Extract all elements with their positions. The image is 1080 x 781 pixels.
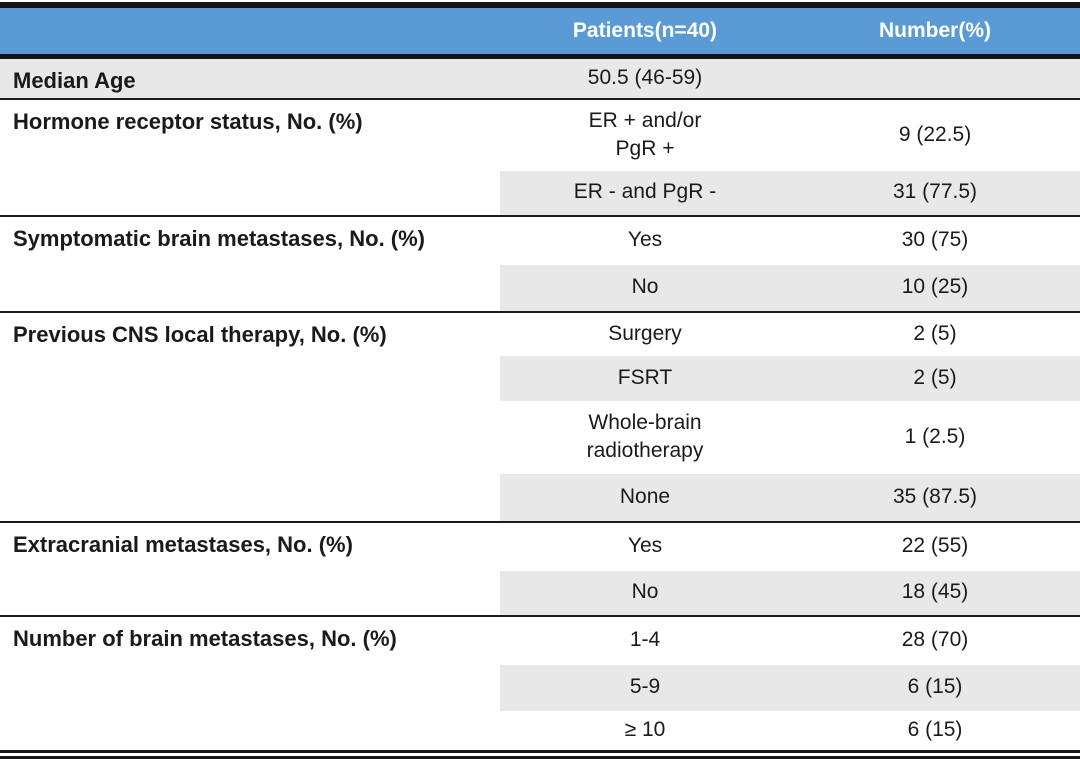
section-label-median-age: Median Age — [0, 55, 500, 99]
table-row: ≥ 10 6 (15) — [0, 711, 1080, 755]
value-cell: No — [500, 264, 790, 312]
header-cell-empty — [0, 5, 500, 59]
number-cell: 18 (45) — [790, 570, 1080, 616]
number-cell: 30 (75) — [790, 214, 1080, 265]
table-row: FSRT 2 (5) — [0, 355, 1080, 401]
table-row: Whole-brain radiotherapy 1 (2.5) — [0, 401, 1080, 474]
value-cell: 5-9 — [500, 664, 790, 711]
value-cell: No — [500, 570, 790, 616]
value-cell: Whole-brain radiotherapy — [586, 410, 704, 462]
number-cell: 22 (55) — [790, 520, 1080, 571]
section-label-number-of-brain-metastases: Number of brain metastases, No. (%) — [0, 614, 500, 755]
table-row: No 10 (25) — [0, 264, 1080, 312]
patient-characteristics-table: Patients(n=40) Number(%) Median Age 50.5… — [0, 2, 1080, 759]
value-cell: ≥ 10 — [624, 718, 666, 742]
number-cell: 28 (70) — [790, 614, 1080, 665]
value-cell: Surgery — [500, 310, 790, 356]
value-cell: Yes — [500, 214, 790, 265]
header-cell-number: Number(%) — [790, 5, 1080, 59]
number-cell: 9 (22.5) — [790, 97, 1080, 171]
value-cell: ER - and PgR - — [500, 170, 790, 216]
value-cell: None — [500, 473, 790, 522]
table-row: No 18 (45) — [0, 570, 1080, 616]
number-cell: 31 (77.5) — [790, 170, 1080, 216]
table-row: Number of brain metastases, No. (%) 1-4 … — [0, 614, 1080, 755]
number-cell: 2 (5) — [790, 310, 1080, 356]
table-row: None 35 (87.5) — [0, 473, 1080, 522]
table-row: Hormone receptor status, No. (%) ER + an… — [0, 97, 1080, 216]
number-cell: 6 (15) — [907, 718, 963, 742]
section-label-symptomatic-brain-metastases: Symptomatic brain metastases, No. (%) — [0, 214, 500, 312]
number-cell: 10 (25) — [790, 264, 1080, 312]
table-row: Previous CNS local therapy, No. (%) Surg… — [0, 310, 1080, 522]
value-cell: ER + and/or PgR + — [500, 97, 790, 171]
number-cell: 6 (15) — [790, 664, 1080, 711]
value-cell: 1-4 — [500, 614, 790, 665]
table-header-row: Patients(n=40) Number(%) — [0, 5, 1080, 59]
value-cell: FSRT — [500, 355, 790, 401]
section-label-extracranial-metastases: Extracranial metastases, No. (%) — [0, 520, 500, 616]
value-cell: 50.5 (46-59) — [500, 55, 790, 99]
number-cell — [790, 55, 1080, 99]
table-row: ER - and PgR - 31 (77.5) — [0, 170, 1080, 216]
table-row: Symptomatic brain metastases, No. (%) Ye… — [0, 214, 1080, 312]
number-cell: 1 (2.5) — [904, 424, 966, 448]
number-cell: 35 (87.5) — [790, 473, 1080, 522]
value-cell: Yes — [500, 520, 790, 571]
table-row: 5-9 6 (15) — [0, 664, 1080, 711]
section-label-previous-cns-local-therapy: Previous CNS local therapy, No. (%) — [0, 310, 500, 522]
section-label-hormone-receptor-status: Hormone receptor status, No. (%) — [0, 97, 500, 216]
table-row: Median Age 50.5 (46-59) — [0, 55, 1080, 99]
header-cell-patients: Patients(n=40) — [500, 5, 790, 59]
number-cell: 2 (5) — [790, 355, 1080, 401]
table-row: Extracranial metastases, No. (%) Yes 22 … — [0, 520, 1080, 616]
